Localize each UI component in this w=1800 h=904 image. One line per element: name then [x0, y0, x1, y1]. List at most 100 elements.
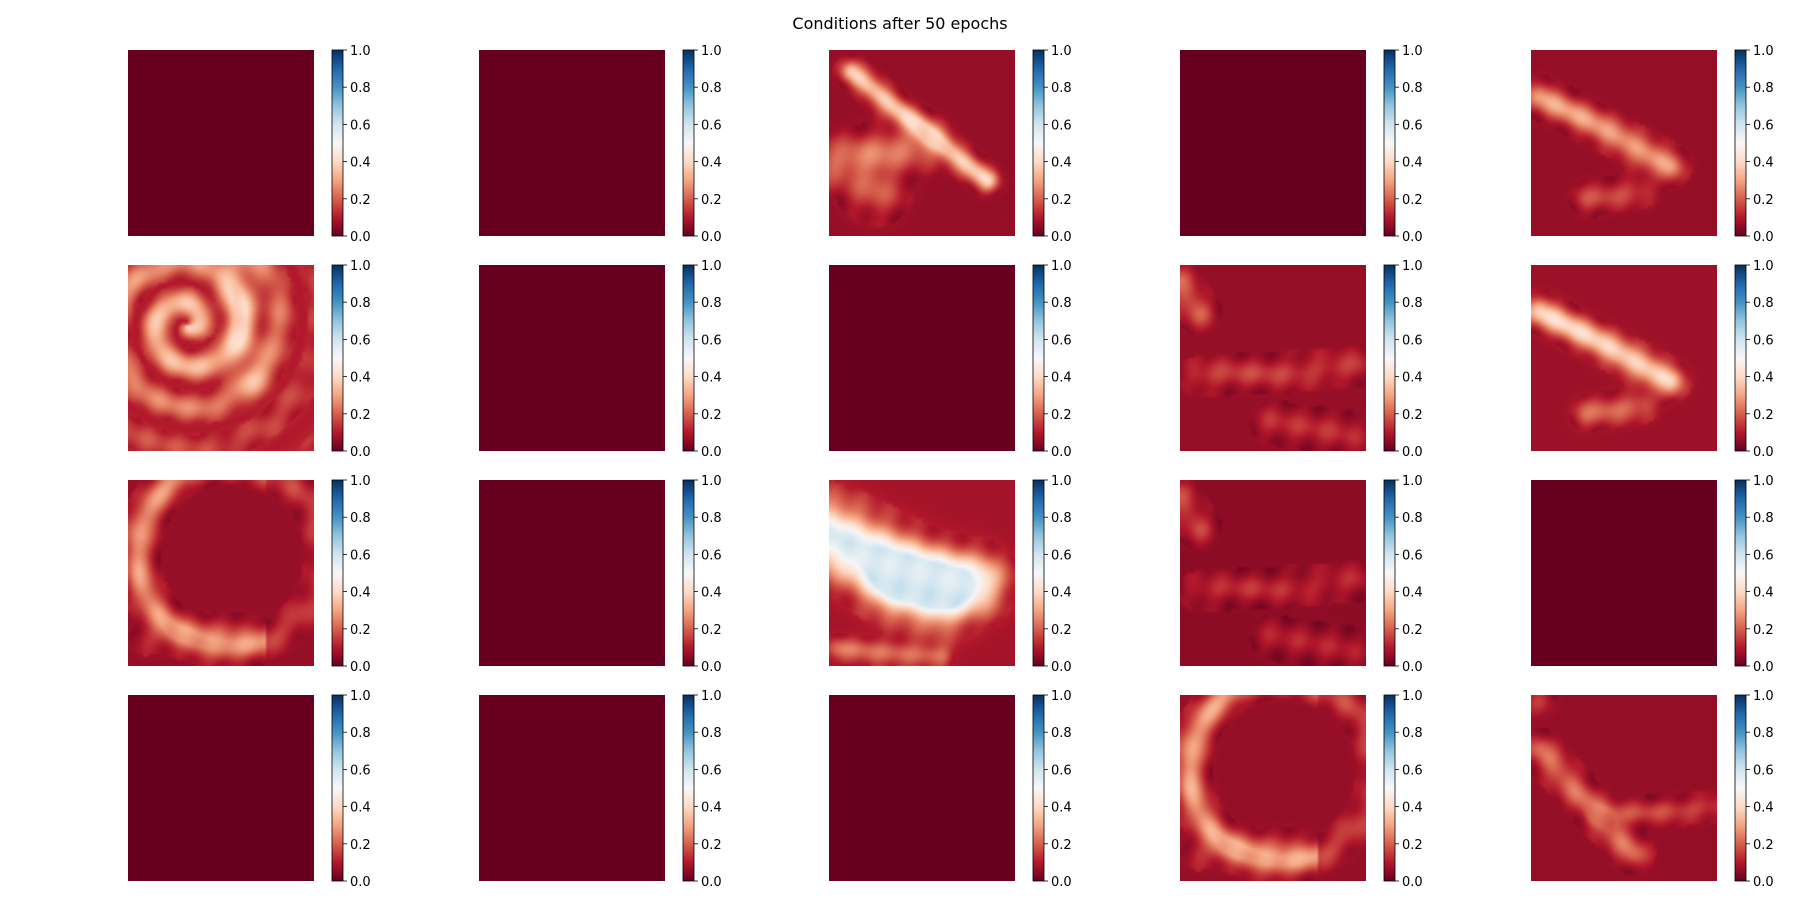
colorbar-tick-label: 0.2 — [1753, 193, 1774, 208]
colorbar — [1032, 49, 1045, 237]
colorbar-tick-label: 0.4 — [1753, 801, 1774, 816]
colorbar-tick-label: 0.6 — [1402, 763, 1423, 778]
colorbar-tick-label: 1.0 — [1051, 259, 1072, 274]
colorbar-tick-label: 0.2 — [1753, 838, 1774, 853]
colorbar-tick-label: 0.2 — [701, 408, 722, 423]
colorbar-tick-label: 0.8 — [1051, 296, 1072, 311]
colorbar-tick-label: 0.0 — [1051, 230, 1072, 245]
colorbar-tick-label: 1.0 — [1051, 44, 1072, 59]
colorbar-tick-label: 0.4 — [701, 371, 722, 386]
colorbar-tick-label: 0.6 — [1753, 333, 1774, 348]
colorbar-tick-label: 0.8 — [1402, 81, 1423, 96]
colorbar-tick-label: 0.0 — [1402, 660, 1423, 675]
colorbar-tick-label: 0.8 — [350, 511, 371, 526]
heatmap-panel-r4c1: 0.0 0.2 0.4 0.6 0.8 1.0 — [128, 689, 371, 890]
colorbar-tick-label: 0.0 — [350, 230, 371, 245]
heatmap-image — [1180, 695, 1366, 881]
colorbar-tick-label: 0.8 — [350, 81, 371, 96]
colorbar-tick-label: 0.0 — [1051, 875, 1072, 890]
heatmap-image — [479, 480, 665, 666]
colorbar-tick-label: 0.0 — [1051, 660, 1072, 675]
colorbar-tick-label: 0.4 — [350, 586, 371, 601]
colorbar-tick-label: 0.6 — [701, 763, 722, 778]
heatmap-image — [1531, 480, 1717, 666]
colorbar — [331, 264, 344, 452]
colorbar — [682, 49, 695, 237]
colorbar — [1383, 264, 1396, 452]
colorbar-tick-label: 0.6 — [701, 548, 722, 563]
heatmap-panel-r2c4: 0.0 0.2 0.4 0.6 0.8 1.0 — [1180, 259, 1423, 460]
heatmap-image — [479, 695, 665, 881]
colorbar-tick-label: 1.0 — [1402, 474, 1423, 489]
colorbar-tick-label: 0.4 — [1051, 801, 1072, 816]
colorbar-tick-label: 0.4 — [350, 801, 371, 816]
heatmap-image — [829, 50, 1015, 236]
colorbar-tick-label: 0.6 — [701, 118, 722, 133]
heatmap-panel-r2c1: 0.0 0.2 0.4 0.6 0.8 1.0 — [128, 259, 371, 460]
colorbar-tick-label: 0.6 — [1051, 118, 1072, 133]
heatmap-image — [128, 50, 314, 236]
colorbar-tick-label: 0.6 — [1753, 548, 1774, 563]
colorbar-tick-label: 0.2 — [1402, 193, 1423, 208]
colorbar-tick-label: 0.0 — [701, 230, 722, 245]
colorbar-tick-label: 1.0 — [1753, 44, 1774, 59]
colorbar-tick-label: 0.2 — [1051, 623, 1072, 638]
colorbar-tick-label: 0.0 — [1753, 660, 1774, 675]
colorbar — [682, 479, 695, 667]
heatmap-image — [1180, 50, 1366, 236]
colorbar — [1734, 264, 1747, 452]
colorbar-tick-label: 0.4 — [1402, 586, 1423, 601]
colorbar — [1383, 479, 1396, 667]
colorbar-tick-label: 0.8 — [1051, 81, 1072, 96]
colorbar — [682, 264, 695, 452]
colorbar-tick-label: 0.0 — [1051, 445, 1072, 460]
colorbar-tick-label: 0.4 — [701, 156, 722, 171]
colorbar-tick-label: 0.8 — [350, 726, 371, 741]
colorbar-tick-label: 0.8 — [1402, 511, 1423, 526]
colorbar-tick-label: 0.8 — [1753, 296, 1774, 311]
colorbar-tick-label: 0.8 — [701, 81, 722, 96]
colorbar-tick-label: 0.4 — [701, 801, 722, 816]
colorbar-tick-label: 0.0 — [350, 445, 371, 460]
colorbar-tick-label: 0.6 — [1402, 548, 1423, 563]
heatmap-image — [1531, 695, 1717, 881]
colorbar-tick-label: 0.8 — [701, 296, 722, 311]
heatmap-panel-r1c1: 0.0 0.2 0.4 0.6 0.8 1.0 — [128, 44, 371, 245]
colorbar-tick-label: 0.2 — [350, 193, 371, 208]
colorbar-tick-label: 0.0 — [1402, 230, 1423, 245]
heatmap-panel-r1c2: 0.0 0.2 0.4 0.6 0.8 1.0 — [479, 44, 722, 245]
colorbar-tick-label: 0.6 — [1753, 118, 1774, 133]
heatmap-panel-r1c3: 0.0 0.2 0.4 0.6 0.8 1.0 — [829, 44, 1072, 245]
colorbar-tick-label: 0.2 — [1051, 838, 1072, 853]
colorbar-tick-label: 0.4 — [350, 371, 371, 386]
colorbar-tick-label: 0.2 — [1402, 838, 1423, 853]
colorbar-tick-label: 0.8 — [1051, 511, 1072, 526]
colorbar-tick-label: 0.2 — [1051, 193, 1072, 208]
colorbar-tick-label: 1.0 — [1402, 689, 1423, 704]
colorbar-tick-label: 0.8 — [701, 726, 722, 741]
colorbar-tick-label: 0.6 — [350, 118, 371, 133]
colorbar — [1032, 264, 1045, 452]
colorbar-tick-label: 0.0 — [1753, 230, 1774, 245]
colorbar-tick-label: 0.2 — [701, 193, 722, 208]
heatmap-panel-r2c2: 0.0 0.2 0.4 0.6 0.8 1.0 — [479, 259, 722, 460]
colorbar-tick-label: 0.4 — [1753, 371, 1774, 386]
heatmap-image — [479, 50, 665, 236]
heatmap-image — [128, 695, 314, 881]
colorbar-tick-label: 0.8 — [1051, 726, 1072, 741]
heatmap-image — [128, 265, 314, 451]
colorbar-tick-label: 0.6 — [1402, 333, 1423, 348]
heatmap-panel-r4c5: 0.0 0.2 0.4 0.6 0.8 1.0 — [1531, 689, 1774, 890]
colorbar-tick-label: 0.0 — [1753, 875, 1774, 890]
colorbar-tick-label: 0.2 — [350, 623, 371, 638]
colorbar-tick-label: 1.0 — [350, 689, 371, 704]
colorbar-tick-label: 1.0 — [1402, 259, 1423, 274]
colorbar-tick-label: 0.6 — [350, 548, 371, 563]
chart-title: Conditions after 50 epochs — [792, 14, 1008, 33]
colorbar — [1734, 479, 1747, 667]
colorbar-tick-label: 1.0 — [1402, 44, 1423, 59]
heatmap-panel-r3c2: 0.0 0.2 0.4 0.6 0.8 1.0 — [479, 474, 722, 675]
heatmap-image — [1531, 265, 1717, 451]
colorbar — [1383, 49, 1396, 237]
